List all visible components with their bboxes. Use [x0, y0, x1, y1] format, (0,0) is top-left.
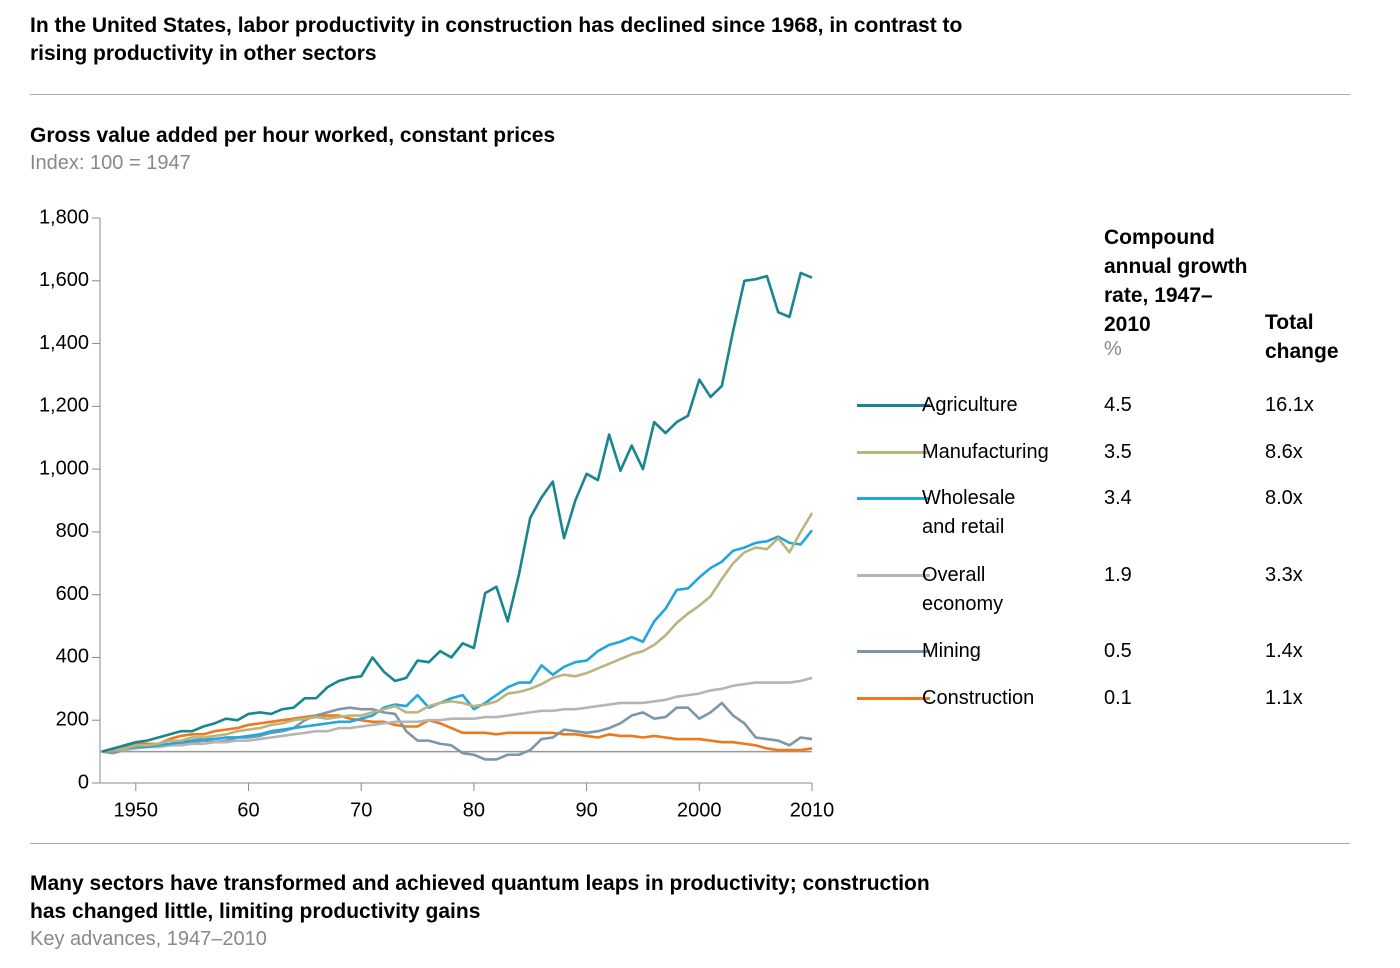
- total-change: 16.1x: [1265, 394, 1314, 416]
- y-tick-label: 0: [78, 771, 89, 793]
- divider: [30, 94, 1350, 95]
- x-tick-label: 80: [463, 799, 485, 821]
- y-tick-label: 1,600: [39, 269, 89, 291]
- series-line: [101, 714, 813, 753]
- y-tick-label: 400: [56, 646, 89, 668]
- y-tick-label: 1,200: [39, 395, 89, 417]
- y-tick-label: 1,000: [39, 457, 89, 479]
- legend-label: Mining: [922, 640, 981, 662]
- y-tick-label: 1,800: [39, 206, 89, 228]
- page-title: In the United States, labor productivity…: [30, 14, 963, 65]
- series-line: [101, 676, 813, 753]
- y-tick-label: 600: [56, 583, 89, 605]
- legend-line: [857, 497, 930, 500]
- growth-rate: 0.5: [1104, 640, 1132, 662]
- divider: [30, 843, 1350, 844]
- growth-rate: 3.4: [1104, 487, 1132, 509]
- legend-label: Manufacturing: [922, 441, 1049, 463]
- series-line: [101, 512, 814, 753]
- y-tick-label: 800: [56, 520, 89, 542]
- total-header: Total change: [1265, 311, 1339, 363]
- total-change: 1.4x: [1265, 640, 1303, 662]
- series-line: [101, 529, 814, 753]
- total-change: 8.0x: [1265, 487, 1303, 509]
- rate-unit: %: [1104, 338, 1122, 360]
- legend-line: [857, 697, 930, 700]
- x-tick-label: 70: [350, 799, 372, 821]
- series-line: [101, 271, 813, 753]
- x-tick-label: 2000: [677, 799, 722, 821]
- chart-subtitle: Index: 100 = 1947: [30, 152, 191, 174]
- x-tick-label: 1950: [114, 799, 159, 821]
- legend-label: Wholesale and retail: [922, 487, 1016, 538]
- total-change: 8.6x: [1265, 441, 1303, 463]
- legend-line: [857, 404, 930, 407]
- legend-label: Construction: [922, 687, 1035, 709]
- footer-subtitle: Key advances, 1947–2010: [30, 928, 267, 950]
- x-tick-label: 2010: [790, 799, 835, 821]
- growth-rate: 1.9: [1104, 564, 1132, 586]
- legend-line: [857, 574, 930, 577]
- y-tick-label: 200: [56, 709, 89, 731]
- growth-rate: 4.5: [1104, 394, 1132, 416]
- footer-title: Many sectors have transformed and achiev…: [30, 872, 930, 923]
- growth-rate: 0.1: [1104, 687, 1132, 709]
- chart-title: Gross value added per hour worked, const…: [30, 124, 556, 147]
- legend-label: Overall economy: [922, 564, 1004, 615]
- y-tick-label: 1,400: [39, 332, 89, 354]
- legend-line: [857, 451, 930, 454]
- growth-rate: 3.5: [1104, 441, 1132, 463]
- x-tick-label: 90: [575, 799, 597, 821]
- rate-header: Compound annual growth rate, 1947–2010: [1104, 226, 1248, 336]
- total-change: 1.1x: [1265, 687, 1303, 709]
- legend-label: Agriculture: [922, 394, 1018, 416]
- x-tick-label: 60: [237, 799, 259, 821]
- legend-line: [857, 650, 930, 653]
- total-change: 3.3x: [1265, 564, 1303, 586]
